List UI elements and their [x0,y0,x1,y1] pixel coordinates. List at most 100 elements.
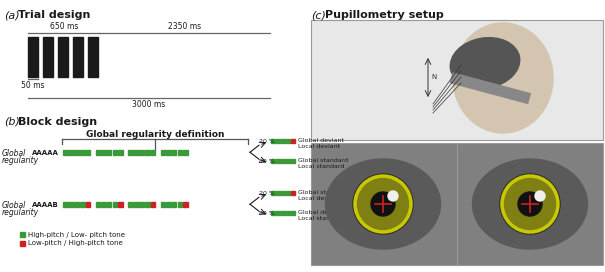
Bar [63,202,68,206]
Circle shape [371,192,395,216]
Bar [145,150,149,154]
Text: Global regularity definition: Global regularity definition [86,130,224,139]
Bar [178,202,182,206]
Bar [101,202,106,206]
Bar [166,202,171,206]
Text: 80 %: 80 % [259,159,275,164]
Bar [139,202,144,206]
Bar [276,139,280,143]
Text: 80 %: 80 % [259,211,275,216]
Circle shape [535,191,545,201]
Bar [271,191,275,195]
Bar [286,139,290,143]
Bar [96,150,100,154]
Bar [281,139,285,143]
Bar [101,150,106,154]
Text: 20 %: 20 % [259,139,275,144]
Bar [291,191,295,195]
Text: Pupillometry setup: Pupillometry setup [325,10,443,20]
Text: High-pitch / Low- pitch tone: High-pitch / Low- pitch tone [28,231,125,237]
Ellipse shape [450,38,520,88]
Bar [450,73,530,103]
Bar [69,202,73,206]
Bar [276,159,280,163]
Text: (a): (a) [4,10,19,20]
Bar [172,202,177,206]
Bar [80,202,85,206]
Bar [134,150,138,154]
Text: 50 ms: 50 ms [21,81,45,90]
Text: Trial design: Trial design [18,10,90,20]
Text: 3000 ms: 3000 ms [132,100,166,109]
Text: (b): (b) [4,117,20,127]
Bar [145,202,149,206]
Bar [281,159,285,163]
Text: AAAAA: AAAAA [32,150,59,156]
Bar [276,191,280,195]
Bar [276,211,280,215]
Bar [151,150,155,154]
Bar [107,150,111,154]
Text: regularity: regularity [2,208,39,217]
Bar [134,202,138,206]
Text: Low-pitch / High-pitch tone: Low-pitch / High-pitch tone [28,240,123,246]
Bar [291,159,295,163]
Text: Global standard
Local standard: Global standard Local standard [298,158,348,169]
Bar [20,232,25,237]
Text: (c): (c) [311,10,326,20]
Bar [119,202,123,206]
Bar [271,139,275,143]
Ellipse shape [473,159,587,249]
Bar [113,202,117,206]
Bar [74,150,79,154]
Bar [160,202,165,206]
Circle shape [356,177,410,231]
Text: Global deviant
Local standard: Global deviant Local standard [298,210,344,221]
Bar [183,150,188,154]
Text: 2350 ms: 2350 ms [168,22,201,31]
Bar [286,191,290,195]
Bar [172,150,177,154]
Bar [178,150,182,154]
Bar [311,143,603,265]
Bar [73,37,83,77]
Bar [286,211,290,215]
Bar [119,150,123,154]
Bar [20,241,25,246]
Bar [271,211,275,215]
Bar [139,150,144,154]
Bar [311,20,603,140]
Bar [96,202,100,206]
Bar [281,211,285,215]
Circle shape [500,174,560,234]
Bar [128,150,132,154]
Text: Global: Global [2,201,26,210]
Circle shape [503,177,557,231]
Bar [128,202,132,206]
Bar [160,150,165,154]
Ellipse shape [453,23,553,133]
Bar [86,150,90,154]
Text: 20 %: 20 % [259,191,275,196]
Circle shape [518,192,542,216]
Bar [80,150,85,154]
Bar [113,150,117,154]
Bar [28,37,38,77]
Text: 650 ms: 650 ms [50,22,78,31]
Text: regularity: regularity [2,156,39,165]
Bar [107,202,111,206]
Bar [286,159,290,163]
Text: Global standard
Local deviant: Global standard Local deviant [298,190,348,201]
Text: N: N [431,74,436,80]
Circle shape [388,191,398,201]
Circle shape [353,174,413,234]
Bar [291,211,295,215]
Text: AAAAB: AAAAB [32,202,59,208]
Bar [69,150,73,154]
Bar [86,202,90,206]
Bar [74,202,79,206]
Text: Block design: Block design [18,117,97,127]
Text: Global: Global [2,149,26,158]
Bar [58,37,68,77]
Bar [166,150,171,154]
